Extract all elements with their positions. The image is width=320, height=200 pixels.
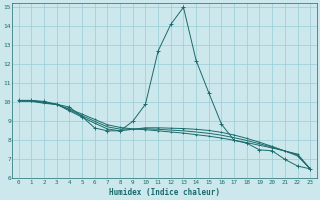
X-axis label: Humidex (Indice chaleur): Humidex (Indice chaleur)	[109, 188, 220, 197]
